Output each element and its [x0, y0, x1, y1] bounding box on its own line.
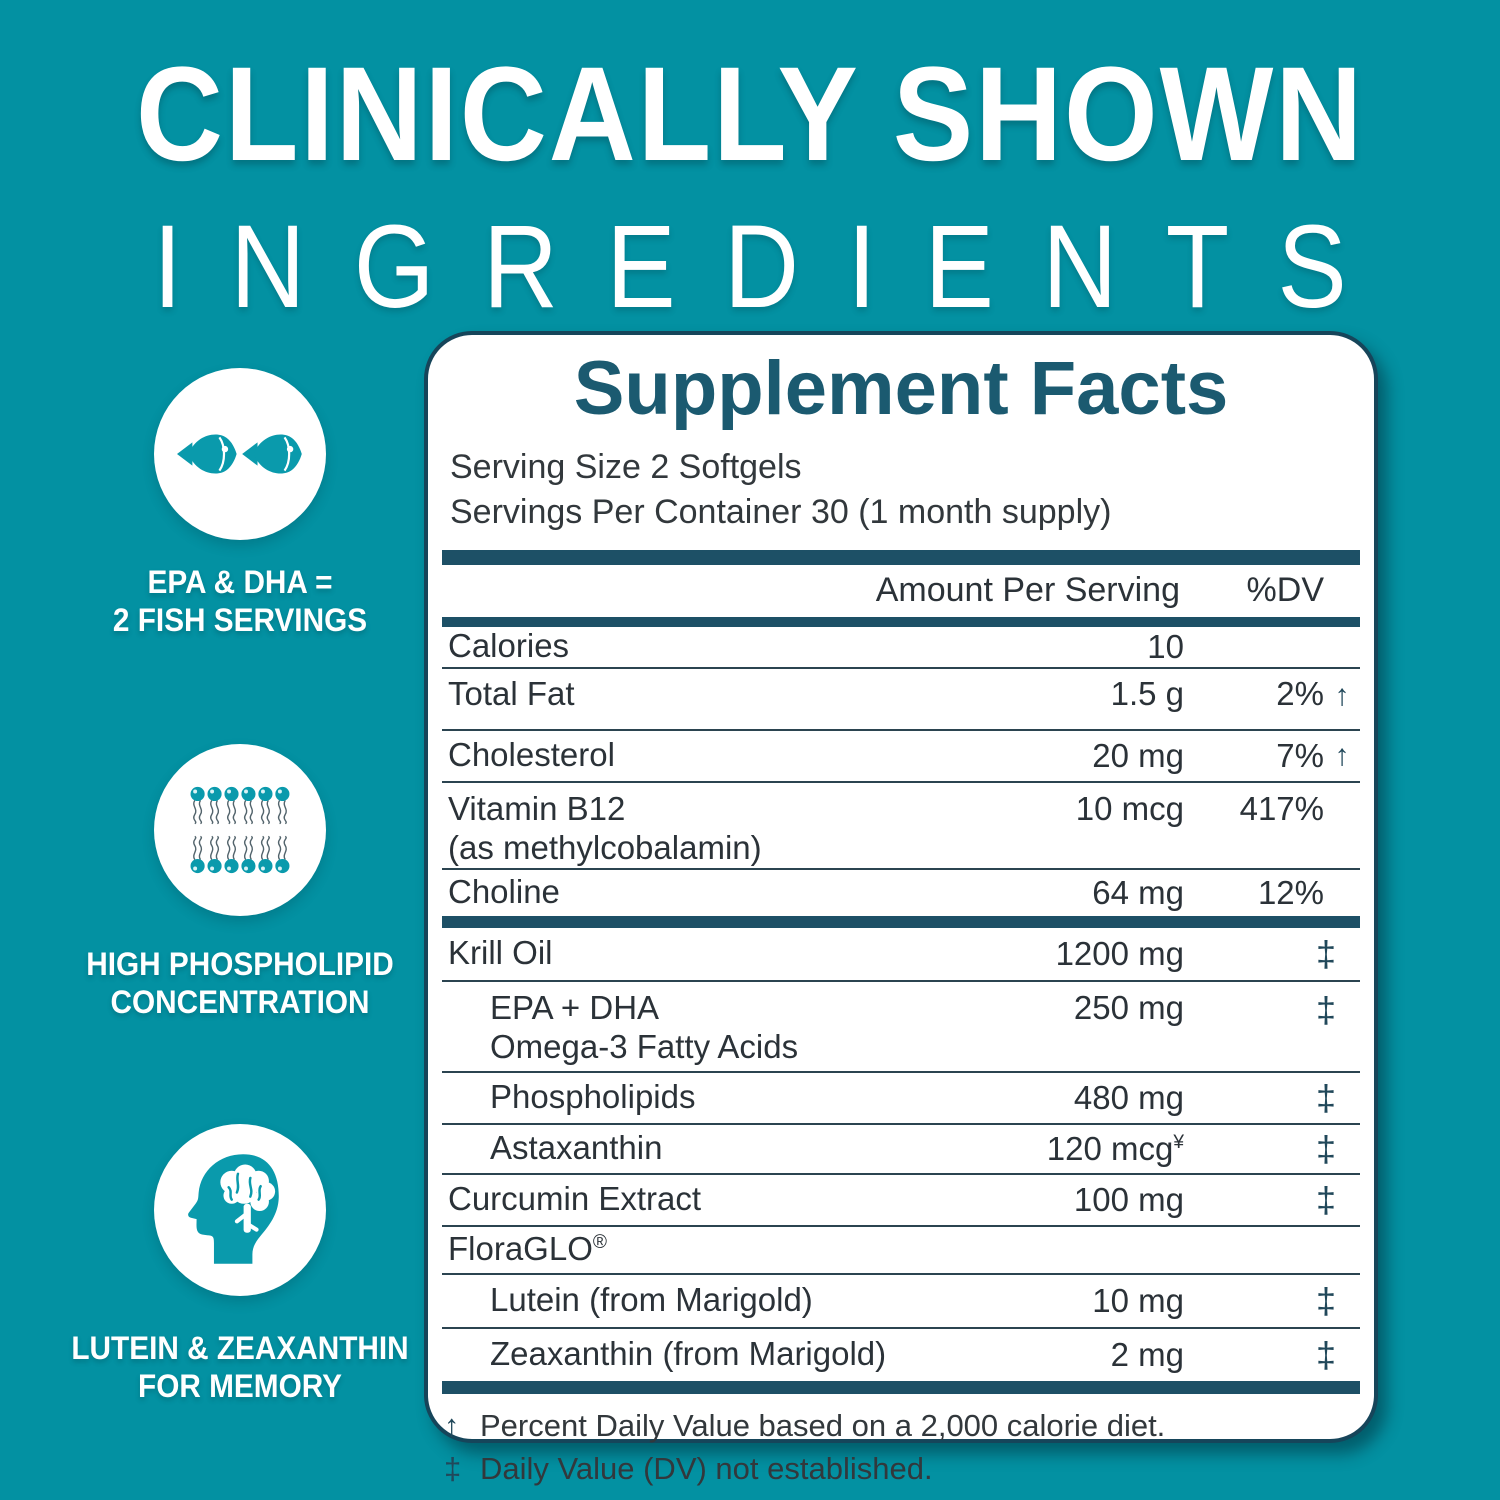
- row-amount: 20 mg: [1092, 736, 1184, 774]
- row-name: Cholesterol: [448, 736, 615, 774]
- row-symbol-dagger: ‡: [1315, 932, 1337, 974]
- table-row-floraglo: FloraGLO®: [442, 1224, 1360, 1273]
- row-dv: 417%: [1239, 789, 1324, 827]
- footnote-dagger: ‡ Daily Value (DV) not established.: [444, 1449, 1360, 1489]
- row-dv: 7%: [1276, 736, 1324, 774]
- row-name: Calories: [448, 627, 570, 665]
- row-symbol-dagger: ‡: [1315, 988, 1337, 1030]
- table-row-lutein: Lutein (from Marigold) 10 mg ‡: [442, 1272, 1360, 1327]
- page-title-line1: CLINICALLY SHOWN: [135, 40, 1365, 189]
- feature-fish-label2: 2 FISH SERVINGS: [112, 601, 368, 638]
- footnote-dagger-text: Daily Value (DV) not established.: [480, 1451, 933, 1487]
- up-arrow-icon: ↑: [444, 1407, 460, 1443]
- page-title-line2: INGREDIENTS: [153, 201, 1396, 333]
- row-symbol-dagger: ‡: [1315, 1178, 1337, 1220]
- table-row-curcumin: Curcumin Extract 100 mg ‡: [442, 1172, 1360, 1225]
- table-row-epa-dha: EPA + DHA Omega-3 Fatty Acids 250 mg ‡: [442, 979, 1360, 1071]
- row-name: Krill Oil: [448, 934, 553, 972]
- feature-brain-label1: LUTEIN & ZEAXANTHIN: [71, 1330, 409, 1366]
- divider-bar-bottom: [442, 1380, 1360, 1394]
- table-row-calories: Calories 10: [442, 627, 1360, 667]
- table-row-astaxanthin: Astaxanthin 120 mcg¥ ‡: [442, 1122, 1360, 1173]
- feature-phospholipid-label1: HIGH PHOSPHOLIPID: [86, 946, 394, 982]
- row-name: EPA + DHA Omega-3 Fatty Acids: [490, 988, 799, 1065]
- row-amount: 250 mg: [1073, 988, 1184, 1026]
- row-amount: 480 mg: [1073, 1078, 1184, 1116]
- feature-phospholipid: HIGH PHOSPHOLIPID CONCENTRATION: [30, 744, 450, 1022]
- row-symbol-dagger: ‡: [1315, 1127, 1337, 1169]
- row-name: Phospholipids: [490, 1078, 696, 1116]
- phospholipid-icon: [189, 786, 291, 874]
- divider-bar-top: [442, 549, 1360, 565]
- row-name: Astaxanthin: [490, 1129, 663, 1167]
- table-row-cholesterol: Cholesterol 20 mg 7% ↑: [442, 728, 1360, 781]
- divider-bar-header: [442, 616, 1360, 627]
- double-dagger-icon: ‡: [444, 1451, 462, 1487]
- brain-icon: [188, 1154, 279, 1264]
- table-row-phospholipids: Phospholipids 480 mg ‡: [442, 1070, 1360, 1123]
- row-dv: 2%: [1276, 674, 1324, 712]
- row-amount: 120 mcg¥: [1046, 1129, 1184, 1167]
- feature-fish-label1: EPA & DHA =: [147, 564, 333, 600]
- column-header-amount: Amount Per Serving: [875, 571, 1180, 610]
- row-name: Vitamin B12 (as methylcobalamin): [448, 789, 762, 866]
- row-symbol-up-arrow: ↑: [1334, 738, 1350, 772]
- row-name: FloraGLO®: [448, 1230, 607, 1268]
- row-name: Lutein (from Marigold): [490, 1281, 813, 1319]
- footnote-dv: ↑ Percent Daily Value based on a 2,000 c…: [444, 1406, 1360, 1446]
- feature-fish-label: EPA & DHA = 2 FISH SERVINGS: [45, 564, 436, 640]
- footnote-dv-text: Percent Daily Value based on a 2,000 cal…: [480, 1407, 1166, 1443]
- feature-fish: EPA & DHA = 2 FISH SERVINGS: [30, 368, 450, 640]
- table-row-vitamin-b12: Vitamin B12 (as methylcobalamin) 10 mcg 4…: [442, 780, 1360, 868]
- brain-icon-badge: [154, 1124, 326, 1296]
- row-amount: 2 mg: [1110, 1335, 1184, 1373]
- feature-phospholipid-label2: CONCENTRATION: [110, 983, 370, 1020]
- row-dv: 12%: [1257, 873, 1324, 911]
- serving-size: Serving Size 2 Softgels: [450, 447, 802, 486]
- table-row-krill-oil: Krill Oil 1200 mg ‡: [442, 928, 1360, 980]
- page-title: CLINICALLY SHOWN INGREDIENTS: [0, 40, 1500, 333]
- row-name: Choline: [448, 873, 560, 911]
- row-amount: 1200 mg: [1055, 934, 1184, 972]
- row-symbol-dagger: ‡: [1315, 1279, 1337, 1321]
- divider-bar-mid: [442, 915, 1360, 928]
- row-amount: 10: [1147, 627, 1184, 665]
- table-row-choline: Choline 64 mg 12%: [442, 867, 1360, 916]
- row-amount: 64 mg: [1092, 873, 1184, 911]
- row-name: Zeaxanthin (from Marigold): [490, 1335, 887, 1373]
- row-symbol-dagger: ‡: [1315, 1333, 1337, 1375]
- row-symbol-up-arrow: ↑: [1334, 678, 1350, 712]
- column-header-dv: %DV: [1246, 571, 1324, 610]
- fish-icon-badge: [154, 368, 326, 540]
- fish-icon: [177, 433, 303, 475]
- supplement-facts-title: Supplement Facts: [573, 346, 1229, 431]
- row-amount: 1.5 g: [1110, 674, 1184, 712]
- feature-brain-label: LUTEIN & ZEAXANTHIN FOR MEMORY: [45, 1330, 436, 1406]
- serving-info: Serving Size 2 Softgels Servings Per Con…: [450, 445, 1360, 536]
- row-symbol-dagger: ‡: [1315, 1076, 1337, 1118]
- table-row-zeaxanthin: Zeaxanthin (from Marigold) 2 mg ‡: [442, 1326, 1360, 1381]
- servings-per-container: Servings Per Container 30 (1 month suppl…: [450, 493, 1112, 532]
- row-amount: 100 mg: [1073, 1180, 1184, 1218]
- feature-brain: LUTEIN & ZEAXANTHIN FOR MEMORY: [30, 1124, 450, 1406]
- table-header-row: Amount Per Serving %DV: [442, 565, 1360, 617]
- row-name: Total Fat: [448, 674, 575, 712]
- row-amount: 10 mcg: [1075, 789, 1184, 827]
- row-name: Curcumin Extract: [448, 1180, 702, 1218]
- table-row-total-fat: Total Fat 1.5 g 2% ↑: [442, 666, 1360, 729]
- phospholipid-icon-badge: [154, 744, 326, 916]
- feature-phospholipid-label: HIGH PHOSPHOLIPID CONCENTRATION: [45, 946, 436, 1022]
- feature-brain-label2: FOR MEMORY: [138, 1367, 342, 1404]
- supplement-facts-panel: Supplement Facts Serving Size 2 Softgels…: [424, 331, 1378, 1486]
- row-amount: 10 mg: [1092, 1281, 1184, 1319]
